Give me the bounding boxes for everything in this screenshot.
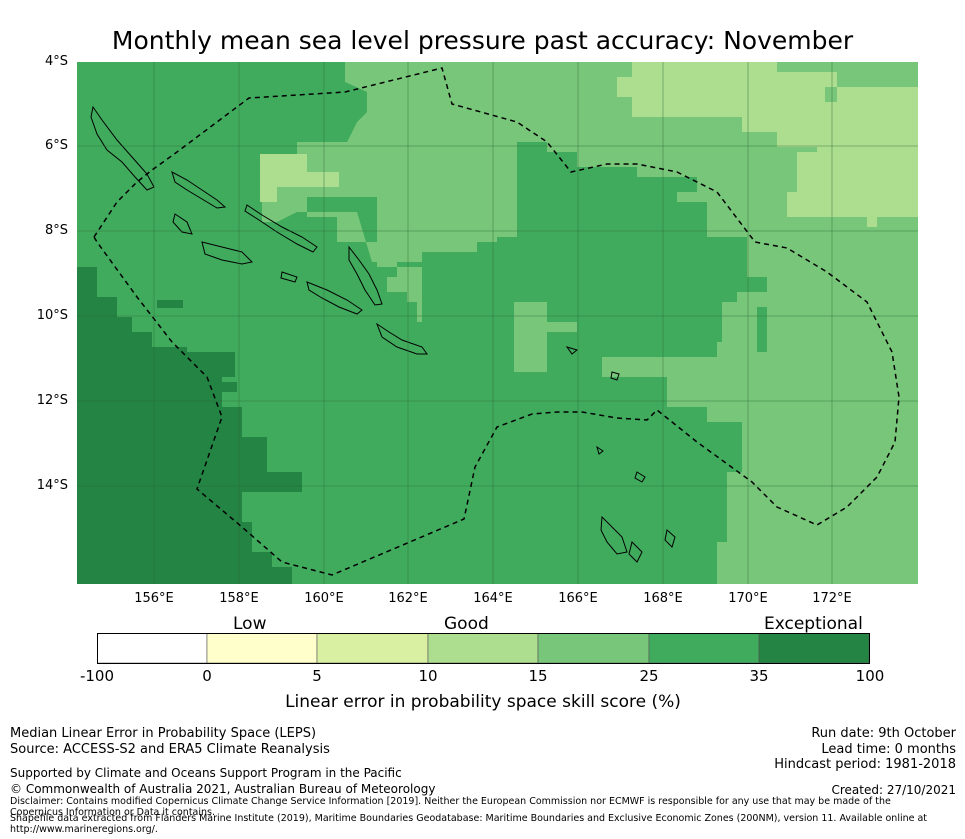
skill-map	[77, 62, 918, 584]
island-tikopia	[610, 371, 620, 381]
island-malaita	[348, 245, 383, 306]
colorbar-segment-2	[206, 633, 318, 664]
footer-hindcast-period: Hindcast period: 1981-2018	[774, 757, 956, 772]
colorbar-category-exceptional: Exceptional	[764, 614, 863, 634]
lat-label-14s: 14°S	[36, 478, 68, 493]
island-vanuatu-malekula	[628, 541, 643, 563]
colorbar-segment-7	[758, 633, 870, 664]
lon-label-160e: 160°E	[304, 591, 344, 606]
colorbar-tick-25: 25	[639, 667, 659, 685]
skill-region-good-inner	[717, 277, 802, 362]
island-banks	[634, 471, 646, 483]
colorbar-segment-5	[537, 633, 650, 664]
skill-cell-exceptional	[157, 300, 183, 308]
footer-copyright: © Commonwealth of Australia 2021, Austra…	[10, 782, 436, 796]
colorbar-tick-10: 10	[418, 667, 438, 685]
colorbar-tick-minus100: -100	[79, 667, 115, 685]
island-vanuatu-efate	[664, 529, 676, 548]
skill-region-exceptional	[77, 267, 302, 584]
land-solomon-islands	[90, 105, 676, 563]
island-santa-isabel	[244, 204, 318, 253]
island-choiseul	[171, 170, 227, 209]
lat-label-12s: 12°S	[36, 393, 68, 408]
skill-region-very-good-northwest	[77, 62, 367, 292]
colorbar-outline	[97, 633, 870, 664]
colorbar-segment-3	[316, 633, 429, 664]
colorbar-tick-0: 0	[202, 667, 212, 685]
footer-support: Supported by Climate and Oceans Support …	[10, 766, 402, 780]
footer-created: Created: 27/10/2021	[831, 783, 956, 797]
footer-disclaimer: Disclaimer: Contains modified Copernicus…	[10, 796, 891, 815]
lon-label-168e: 168°E	[643, 591, 683, 606]
colorbar	[97, 633, 870, 664]
colorbar-tick-100: 100	[855, 667, 885, 685]
graticule	[77, 62, 918, 584]
map-title: Monthly mean sea level pressure past acc…	[111, 26, 854, 55]
island-guadalcanal	[201, 241, 254, 265]
footer-shapefile-credit: Shapefile data extracted from Flanders M…	[10, 813, 928, 835]
colorbar-label: Linear error in probability space skill …	[285, 692, 681, 712]
lat-label-4s: 4°S	[44, 54, 68, 69]
island-vanuatu-espiritu-santo	[600, 515, 628, 555]
eez-boundary	[93, 67, 900, 576]
colorbar-segment-6	[648, 633, 760, 664]
lon-label-170e: 170°E	[728, 591, 768, 606]
lon-label-172e: 172°E	[812, 591, 852, 606]
island-makira	[306, 281, 363, 315]
island-temotu	[565, 346, 579, 355]
colorbar-tick-15: 15	[528, 667, 548, 685]
island-torres	[596, 445, 604, 455]
lon-label-166e: 166°E	[558, 591, 598, 606]
island-bougainville	[90, 105, 155, 191]
lat-label-10s: 10°S	[36, 308, 68, 323]
footer-run-date: Run date: 9th October	[811, 726, 956, 741]
colorbar-category-low: Low	[233, 614, 267, 634]
colorbar-segment-1	[97, 633, 208, 664]
footer-source: Source: ACCESS-S2 and ERA5 Climate Reana…	[10, 742, 330, 757]
colorbar-tick-5: 5	[312, 667, 322, 685]
island-santa-cruz	[375, 322, 428, 355]
island-rennell	[280, 271, 298, 283]
lat-label-6s: 6°S	[44, 138, 68, 153]
lon-label-164e: 164°E	[473, 591, 513, 606]
colorbar-tick-35: 35	[749, 667, 769, 685]
lon-label-158e: 158°E	[219, 591, 259, 606]
island-new-georgia	[172, 213, 193, 235]
footer-lead-time: Lead time: 0 months	[821, 742, 956, 757]
lon-label-156e: 156°E	[134, 591, 174, 606]
skill-region-fair-2	[787, 87, 918, 227]
colorbar-category-good: Good	[444, 614, 489, 634]
lat-label-8s: 8°S	[44, 223, 68, 238]
skill-region-fair-1	[617, 62, 837, 147]
skill-region-fair-3	[260, 154, 339, 202]
lon-label-162e: 162°E	[388, 591, 428, 606]
colorbar-segment-4	[427, 633, 539, 664]
footer-method: Median Linear Error in Probability Space…	[10, 726, 317, 741]
